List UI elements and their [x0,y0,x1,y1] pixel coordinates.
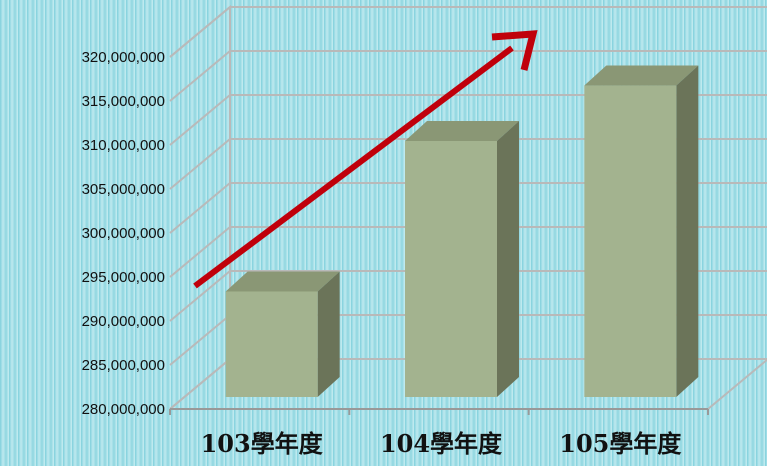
x-axis-categories: 103學年度 104學年度 105學年度 [201,429,683,458]
x-category-label: 104學年度 [380,429,503,458]
bar-front [584,85,677,397]
trend-arrow [193,30,538,289]
y-tick-label: 290,000,000 [82,313,165,330]
trend-arrow-shaft [193,45,514,289]
y-tick-label: 310,000,000 [82,137,165,154]
bars [225,65,699,397]
bar-front [225,291,318,397]
bar-side [317,271,340,397]
y-axis-ticks: 280,000,000 285,000,000 290,000,000 295,000… [82,49,165,418]
bar-top [405,121,519,141]
bar [584,65,699,397]
y-tick-label: 320,000,000 [82,49,165,66]
trend-arrow-head [491,30,538,71]
gridline [169,6,767,58]
bar [225,271,340,397]
y-tick-label: 280,000,000 [82,401,165,418]
bar-side [676,65,699,397]
bar-top [225,271,340,292]
bar-front [405,141,497,397]
bar-top [584,65,699,86]
gridline [169,50,767,102]
y-tick-label: 300,000,000 [82,225,165,242]
y-tick-label: 305,000,000 [82,181,165,198]
x-category-label: 105學年度 [559,429,682,458]
y-tick-label: 285,000,000 [82,357,165,374]
x-category-label: 103學年度 [201,429,324,458]
bar-side [497,121,519,397]
y-tick-label: 315,000,000 [82,93,165,110]
y-tick-label: 295,000,000 [82,269,165,286]
bar [405,121,519,397]
